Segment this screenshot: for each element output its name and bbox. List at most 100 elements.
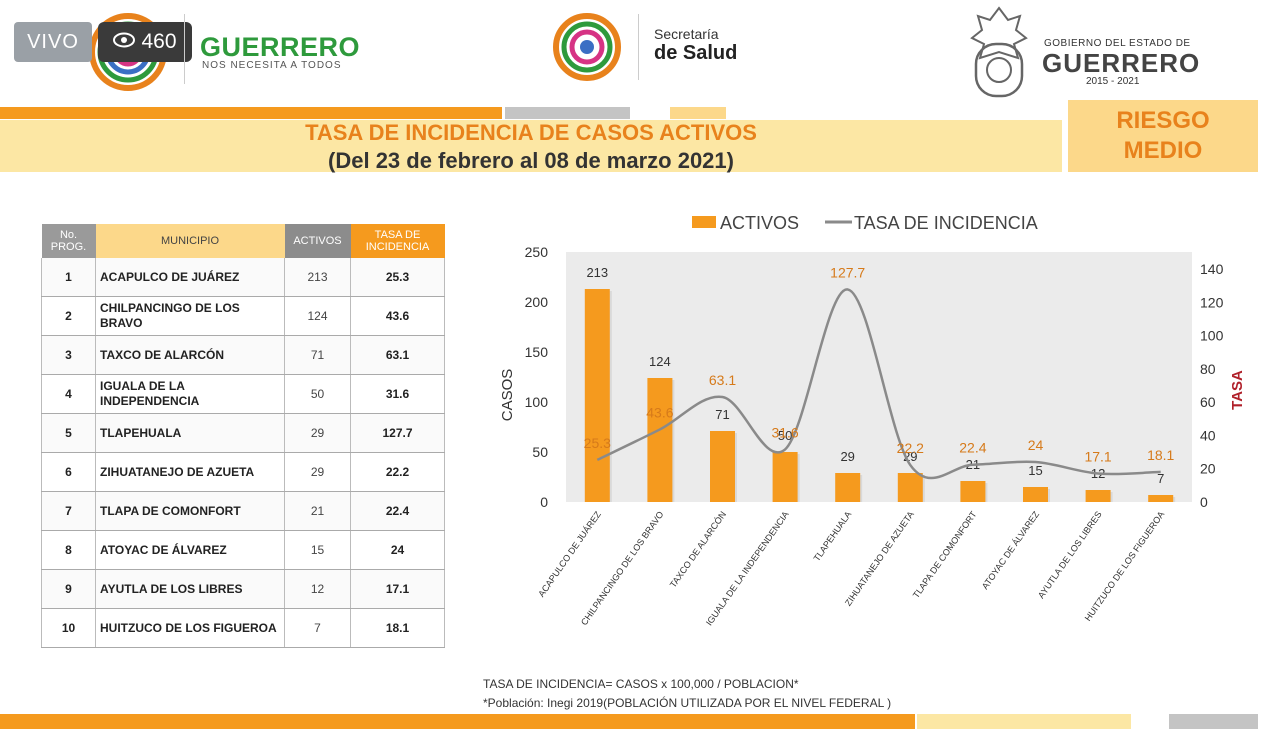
population-note: *Población: Inegi 2019(POBLACIÓN UTILIZA… <box>483 696 892 710</box>
tasa-value-label: 17.1 <box>1084 449 1111 465</box>
legend-tasa-label: TASA DE INCIDENCIA <box>854 213 1038 233</box>
bar-activos <box>897 473 923 502</box>
row-activos: 21 <box>284 491 351 531</box>
y2-tick-label: 20 <box>1200 461 1216 477</box>
gov-state-name: GUERRERO <box>1042 48 1201 78</box>
row-num: 5 <box>41 413 96 453</box>
table-row: 2 CHILPANCINGO DE LOS BRAVO 124 43.6 <box>41 296 445 336</box>
row-tasa: 17.1 <box>350 569 445 609</box>
row-tasa: 127.7 <box>350 413 445 453</box>
brand-title: GUERRERO <box>200 32 361 62</box>
tasa-line <box>596 288 1161 480</box>
legend-activos-swatch <box>692 216 716 228</box>
x-tick-label: ACAPULCO DE JUÁREZ <box>536 509 603 599</box>
secretaria-label: Secretaría <box>654 26 719 42</box>
x-tick-label: ZIHUATANEJO DE AZUETA <box>843 509 916 607</box>
row-tasa: 18.1 <box>350 608 445 648</box>
table-row: 9 AYUTLA DE LOS LIBRES 12 17.1 <box>41 569 445 609</box>
risk-level-badge: RIESGO MEDIO <box>1068 100 1258 172</box>
secretaria-logo <box>552 12 622 82</box>
row-tasa: 31.6 <box>350 374 445 414</box>
row-activos: 29 <box>284 413 351 453</box>
row-municipio: AYUTLA DE LOS LIBRES <box>95 569 285 609</box>
y2-tick-label: 40 <box>1200 427 1216 443</box>
table-row: 5 TLAPEHUALA 29 127.7 <box>41 413 445 453</box>
y2-axis-label: TASA <box>1229 370 1246 410</box>
bar-value-label: 15 <box>1028 463 1042 478</box>
top-stripe-gray <box>505 107 630 119</box>
y-tick-label: 150 <box>525 344 549 360</box>
row-activos: 29 <box>284 452 351 492</box>
bar-value-label: 213 <box>586 265 608 280</box>
tasa-value-label: 127.7 <box>830 264 865 280</box>
tasa-value-label: 43.6 <box>646 404 673 420</box>
bar-value-label: 29 <box>840 449 854 464</box>
row-activos: 50 <box>284 374 351 414</box>
bottom-stripe-gray <box>1169 714 1258 729</box>
x-tick-label: TAXCO DE ALARCÓN <box>668 509 728 589</box>
header-activos: ACTIVOS <box>284 224 351 258</box>
y2-tick-label: 140 <box>1200 261 1224 277</box>
legend-activos-label: ACTIVOS <box>720 213 799 233</box>
y2-tick-label: 100 <box>1200 328 1224 344</box>
top-stripe-orange <box>0 107 502 119</box>
row-tasa: 25.3 <box>350 258 445 297</box>
table-row: 10 HUITZUCO DE LOS FIGUEROA 7 18.1 <box>41 608 445 648</box>
viewer-count-badge: 460 <box>98 22 192 62</box>
bar-activos <box>1085 490 1111 502</box>
tasa-value-label: 31.6 <box>771 424 798 440</box>
row-num: 8 <box>41 530 96 570</box>
tasa-value-label: 22.4 <box>959 440 986 456</box>
y-axis-label: CASOS <box>499 369 516 422</box>
live-badge: VIVO <box>14 22 92 62</box>
row-activos: 213 <box>284 258 351 297</box>
row-tasa: 43.6 <box>350 296 445 336</box>
header-divider <box>184 14 185 84</box>
brand-subtitle: NOS NECESITA A TODOS <box>202 60 342 71</box>
row-num: 6 <box>41 452 96 492</box>
row-municipio: CHILPANCINGO DE LOS BRAVO <box>95 296 285 336</box>
row-tasa: 22.4 <box>350 491 445 531</box>
row-activos: 71 <box>284 335 351 375</box>
row-activos: 12 <box>284 569 351 609</box>
salud-label: de Salud <box>654 42 738 64</box>
table-row: 8 ATOYAC DE ÁLVAREZ 15 24 <box>41 530 445 570</box>
y2-tick-label: 80 <box>1200 361 1216 377</box>
date-range: (Del 23 de febrero al 08 de marzo 2021) <box>328 148 734 173</box>
header-municipio: MUNICIPIO <box>95 224 285 258</box>
y2-tick-label: 120 <box>1200 294 1224 310</box>
bar-activos <box>647 378 673 502</box>
table-row: 4 IGUALA DE LA INDEPENDENCIA 50 31.6 <box>41 374 445 414</box>
y-tick-label: 100 <box>525 394 549 410</box>
bar-activos <box>710 431 735 502</box>
eye-icon <box>113 30 136 54</box>
table-row: 6 ZIHUATANEJO DE AZUETA 29 22.2 <box>41 452 445 492</box>
bar-value-label: 7 <box>1157 471 1164 486</box>
x-tick-label: AYUTLA DE LOS LIBRES <box>1036 509 1104 600</box>
y-tick-label: 0 <box>540 494 548 510</box>
row-activos: 124 <box>284 296 351 336</box>
incidence-chart: ACTIVOS TASA DE INCIDENCIA050100150200250… <box>499 213 1246 627</box>
bar-activos <box>835 473 861 502</box>
row-tasa: 24 <box>350 530 445 570</box>
x-tick-label: ATOYAC DE ÁLVAREZ <box>980 509 1042 591</box>
top-stripe-yellow <box>670 107 726 119</box>
state-seal-icon <box>968 4 1030 102</box>
bottom-stripe-yellow <box>917 714 1131 729</box>
risk-line1: RIESGO <box>1116 107 1210 134</box>
incidence-table: No. PROG. MUNICIPIO ACTIVOS TASA DE INCI… <box>41 224 445 648</box>
gov-years: 2015 - 2021 <box>1086 76 1140 87</box>
row-tasa: 22.2 <box>350 452 445 492</box>
bar-activos <box>772 452 798 502</box>
x-tick-label: TLAPA DE COMONFORT <box>911 509 979 600</box>
y-tick-label: 50 <box>532 444 548 460</box>
title-band <box>0 120 1062 172</box>
row-activos: 15 <box>284 530 351 570</box>
table-row: 7 TLAPA DE COMONFORT 21 22.4 <box>41 491 445 531</box>
row-municipio: TAXCO DE ALARCÓN <box>95 335 285 375</box>
table-row: 3 TAXCO DE ALARCÓN 71 63.1 <box>41 335 445 375</box>
header-num: No. PROG. <box>41 224 96 258</box>
row-num: 2 <box>41 296 96 336</box>
tasa-value-label: 25.3 <box>584 435 611 451</box>
live-label: VIVO <box>27 30 79 53</box>
